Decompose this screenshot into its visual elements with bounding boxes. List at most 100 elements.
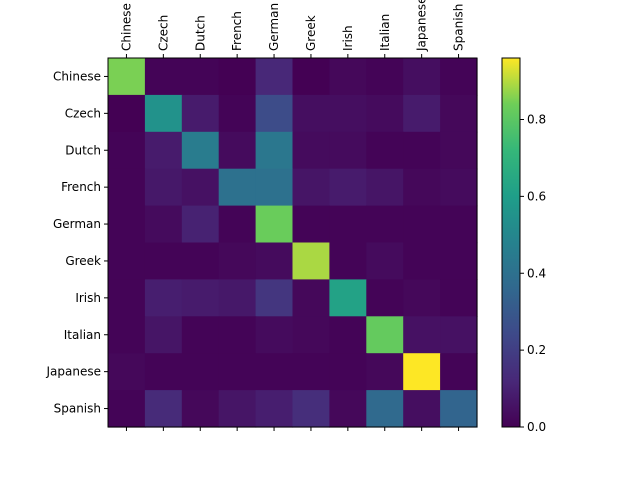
y-tick-label: Japanese: [46, 365, 102, 379]
heatmap-cell: [403, 168, 441, 207]
heatmap-cell: [181, 390, 220, 428]
heatmap-cell: [440, 279, 478, 317]
heatmap-cells: [108, 58, 478, 428]
heatmap-cell: [366, 168, 404, 207]
x-tick-label: Dutch: [193, 15, 207, 51]
heatmap-cell: [144, 205, 183, 244]
heatmap-cell: [292, 168, 330, 207]
heatmap-cell: [255, 58, 294, 96]
heatmap-cell: [292, 131, 330, 170]
heatmap-cell: [440, 205, 478, 244]
x-tick-label: Greek: [304, 15, 318, 51]
heatmap-cell: [144, 279, 183, 317]
heatmap-cell: [144, 168, 183, 207]
heatmap-cell: [181, 168, 220, 207]
heatmap-cell: [440, 390, 478, 428]
heatmap-cell: [403, 353, 441, 391]
heatmap-cell: [255, 279, 294, 317]
heatmap-cell: [108, 94, 146, 133]
heatmap-cell: [181, 279, 220, 317]
colorbar-tick-label: 0.0: [527, 420, 546, 434]
heatmap-cell: [440, 131, 478, 170]
x-tick-label: French: [230, 11, 244, 51]
y-tick-label: French: [61, 180, 101, 194]
heatmap-cell: [329, 58, 367, 96]
heatmap-cell: [218, 353, 257, 391]
colorbar-tick-label: 0.4: [527, 266, 546, 280]
heatmap-cell: [292, 94, 330, 133]
heatmap-cell: [366, 58, 404, 96]
heatmap-cell: [366, 131, 404, 170]
x-tick-label: Japanese: [415, 0, 429, 52]
heatmap-cell: [218, 58, 257, 96]
heatmap-cell: [329, 316, 367, 354]
heatmap-cell: [218, 205, 257, 244]
colorbar-tick-label: 0.6: [527, 189, 546, 203]
y-tick-label: Chinese: [53, 69, 101, 83]
heatmap-cell: [329, 390, 367, 428]
heatmap-cell: [403, 242, 441, 280]
heatmap-cell: [255, 316, 294, 354]
heatmap-cell: [144, 58, 183, 96]
heatmap-cell: [366, 390, 404, 428]
heatmap-cell: [144, 316, 183, 354]
plot-frame: [107, 57, 478, 428]
x-tick-label: German: [267, 3, 281, 51]
heatmap-cell: [181, 316, 220, 354]
heatmap-cell: [440, 353, 478, 391]
colorbar: 0.0 0.2 0.4 0.6 0.8: [501, 57, 546, 434]
heatmap-cell: [329, 353, 367, 391]
heatmap-cell: [403, 279, 441, 317]
heatmap-cell: [218, 316, 257, 354]
heatmap-cell: [292, 58, 330, 96]
y-tick-label: Spanish: [54, 402, 101, 416]
y-tick-label: Greek: [65, 254, 101, 268]
heatmap-cell: [218, 242, 257, 280]
heatmap-cell: [108, 168, 146, 207]
heatmap-cell: [440, 58, 478, 96]
y-tick-label: German: [53, 217, 101, 231]
colorbar-tick-label: 0.2: [527, 343, 546, 357]
x-tick-label: Spanish: [452, 4, 466, 51]
heatmap-cell: [144, 94, 183, 133]
heatmap-cell: [144, 242, 183, 280]
heatmap-cell: [329, 131, 367, 170]
y-tick-label: Irish: [75, 291, 101, 305]
heatmap-cell: [255, 242, 294, 280]
heatmap-cell: [108, 279, 146, 317]
heatmap-cell: [440, 316, 478, 354]
heatmap-cell: [218, 390, 257, 428]
heatmap-cell: [181, 353, 220, 391]
heatmap-cell: [292, 242, 330, 280]
heatmap-cell: [403, 58, 441, 96]
heatmap-cell: [255, 131, 294, 170]
y-tick-label: Italian: [64, 328, 101, 342]
heatmap-cell: [218, 94, 257, 133]
colorbar-frame: [501, 57, 521, 428]
y-tick-label: Czech: [65, 106, 101, 120]
heatmap-cell: [292, 205, 330, 244]
colorbar-ticks: 0.0 0.2 0.4 0.6 0.8: [520, 113, 546, 434]
heatmap-cell: [440, 242, 478, 280]
y-tick-label: Dutch: [65, 143, 101, 157]
heatmap-cell: [329, 242, 367, 280]
heatmap-cell: [440, 168, 478, 207]
x-tick-label: Irish: [341, 25, 355, 51]
heatmap-cell: [144, 353, 183, 391]
heatmap-cell: [181, 205, 220, 244]
heatmap-cell: [255, 205, 294, 244]
x-tick-label: Chinese: [119, 3, 133, 51]
heatmap-cell: [292, 316, 330, 354]
heatmap-cell: [108, 205, 146, 244]
heatmap-cell: [329, 279, 367, 317]
heatmap-cell: [366, 94, 404, 133]
heatmap-cell: [218, 131, 257, 170]
heatmap-cell: [108, 58, 146, 96]
heatmap-cell: [108, 316, 146, 354]
heatmap-cell: [366, 316, 404, 354]
heatmap-cell: [440, 94, 478, 133]
heatmap-cell: [181, 242, 220, 280]
heatmap-cell: [366, 353, 404, 391]
heatmap-cell: [366, 242, 404, 280]
